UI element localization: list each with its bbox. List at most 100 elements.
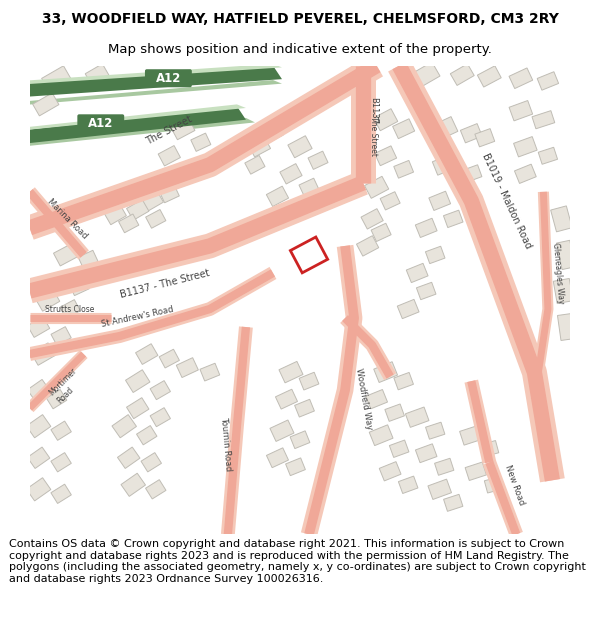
Polygon shape xyxy=(553,279,573,304)
Polygon shape xyxy=(288,136,312,158)
Polygon shape xyxy=(20,66,282,97)
Polygon shape xyxy=(416,282,436,300)
Polygon shape xyxy=(158,146,181,166)
Polygon shape xyxy=(428,479,452,499)
Polygon shape xyxy=(415,444,437,462)
Polygon shape xyxy=(412,62,440,88)
Polygon shape xyxy=(443,210,463,227)
Polygon shape xyxy=(443,494,463,511)
Polygon shape xyxy=(69,278,89,296)
Polygon shape xyxy=(279,361,303,383)
Polygon shape xyxy=(266,186,289,206)
Polygon shape xyxy=(35,289,60,311)
Polygon shape xyxy=(28,447,50,469)
Text: B1019 - Maldon Road: B1019 - Maldon Road xyxy=(480,151,533,250)
Polygon shape xyxy=(465,462,487,481)
Text: Mortimer
Road: Mortimer Road xyxy=(47,366,86,405)
Polygon shape xyxy=(366,389,388,409)
Polygon shape xyxy=(46,272,68,292)
Text: St Andrew's Road: St Andrew's Road xyxy=(101,305,175,329)
Polygon shape xyxy=(385,404,404,421)
Polygon shape xyxy=(532,111,555,129)
Polygon shape xyxy=(149,168,172,189)
Polygon shape xyxy=(557,240,575,269)
Polygon shape xyxy=(104,204,127,225)
Polygon shape xyxy=(478,66,501,87)
Polygon shape xyxy=(20,104,246,131)
Polygon shape xyxy=(200,363,220,381)
Polygon shape xyxy=(146,209,166,228)
FancyBboxPatch shape xyxy=(77,114,124,132)
Polygon shape xyxy=(406,263,428,282)
Polygon shape xyxy=(119,214,139,232)
Polygon shape xyxy=(369,425,393,446)
Text: B1137 - The Street: B1137 - The Street xyxy=(119,269,211,301)
Polygon shape xyxy=(127,199,149,220)
Polygon shape xyxy=(51,327,71,346)
Polygon shape xyxy=(280,164,302,184)
Polygon shape xyxy=(51,421,71,441)
Polygon shape xyxy=(85,64,109,86)
Polygon shape xyxy=(461,165,482,182)
Polygon shape xyxy=(60,299,80,318)
Polygon shape xyxy=(159,184,179,203)
Polygon shape xyxy=(509,68,533,89)
Polygon shape xyxy=(429,191,451,211)
Polygon shape xyxy=(20,64,282,84)
Polygon shape xyxy=(20,80,282,105)
Polygon shape xyxy=(425,246,445,264)
Polygon shape xyxy=(509,101,533,121)
Polygon shape xyxy=(373,109,398,131)
Polygon shape xyxy=(475,129,495,147)
Polygon shape xyxy=(270,420,294,441)
Polygon shape xyxy=(551,206,572,232)
Polygon shape xyxy=(537,72,559,90)
Polygon shape xyxy=(295,399,314,417)
Polygon shape xyxy=(125,370,150,392)
Polygon shape xyxy=(32,93,59,116)
Polygon shape xyxy=(460,124,482,143)
Polygon shape xyxy=(159,349,179,368)
Polygon shape xyxy=(394,372,413,390)
Polygon shape xyxy=(356,236,379,256)
Polygon shape xyxy=(364,176,389,198)
Text: - The Street: - The Street xyxy=(370,111,379,156)
Text: Map shows position and indicative extent of the property.: Map shows position and indicative extent… xyxy=(108,44,492,56)
Polygon shape xyxy=(127,398,149,419)
Polygon shape xyxy=(394,161,413,178)
Polygon shape xyxy=(26,478,51,501)
Text: Marina Road: Marina Road xyxy=(46,197,89,241)
Polygon shape xyxy=(374,146,397,166)
Polygon shape xyxy=(53,244,78,266)
Polygon shape xyxy=(450,64,474,86)
Polygon shape xyxy=(150,381,170,399)
Text: New Road: New Road xyxy=(503,463,526,506)
Polygon shape xyxy=(26,414,51,437)
Polygon shape xyxy=(308,151,328,169)
Polygon shape xyxy=(46,389,67,409)
Text: Contains OS data © Crown copyright and database right 2021. This information is : Contains OS data © Crown copyright and d… xyxy=(9,539,586,584)
Polygon shape xyxy=(398,476,418,494)
Polygon shape xyxy=(112,414,136,437)
Polygon shape xyxy=(480,441,499,457)
Text: B1137: B1137 xyxy=(370,97,379,124)
Text: Tournin Road: Tournin Road xyxy=(218,417,232,472)
Polygon shape xyxy=(371,223,391,241)
Polygon shape xyxy=(118,447,140,469)
Polygon shape xyxy=(176,357,199,377)
Polygon shape xyxy=(266,448,289,468)
Text: Strutts Close: Strutts Close xyxy=(46,306,95,314)
Text: A12: A12 xyxy=(88,117,113,130)
Polygon shape xyxy=(460,425,483,445)
Text: A12: A12 xyxy=(156,72,181,85)
Polygon shape xyxy=(137,426,157,445)
Polygon shape xyxy=(28,379,50,401)
Polygon shape xyxy=(379,462,401,481)
Polygon shape xyxy=(406,407,429,428)
Polygon shape xyxy=(245,156,265,174)
Polygon shape xyxy=(170,118,195,140)
Polygon shape xyxy=(299,178,319,196)
Polygon shape xyxy=(150,408,170,427)
Polygon shape xyxy=(433,154,456,175)
Polygon shape xyxy=(139,189,163,212)
